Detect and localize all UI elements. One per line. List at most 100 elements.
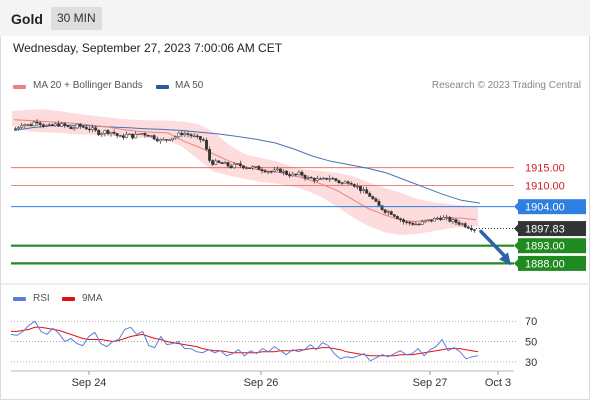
rsi-ma-legend-label: 9MA — [82, 293, 103, 304]
candle-body — [414, 223, 418, 226]
candle-body — [362, 189, 366, 192]
candle-body — [399, 218, 402, 220]
ma50-line — [13, 124, 481, 204]
candle-body — [152, 135, 156, 140]
timeframe-badge[interactable]: 30 MIN — [51, 7, 102, 30]
candle-body — [365, 189, 369, 194]
candle-body — [165, 139, 168, 141]
candle-body — [377, 201, 381, 206]
candle-body — [106, 130, 110, 134]
candle-body — [232, 163, 236, 168]
candle-body — [319, 178, 322, 180]
candle-body — [254, 166, 258, 168]
candle-body — [66, 125, 70, 127]
candle-body — [328, 178, 332, 180]
candle-body — [269, 171, 273, 173]
candle-body — [217, 160, 221, 163]
level-label-1893.00: 1893.00 — [525, 241, 565, 253]
candle-body — [60, 123, 64, 127]
candle-body — [473, 229, 476, 231]
rsi-line — [10, 320, 479, 362]
candle-body — [38, 122, 42, 125]
level-label-1915.00: 1915.00 — [525, 163, 565, 175]
candle-body — [109, 131, 113, 134]
candle-body — [238, 163, 242, 167]
candle-body — [352, 184, 356, 187]
level-badge-pointer — [514, 258, 519, 269]
candle-body — [54, 123, 57, 127]
bb-legend-swatch — [13, 85, 26, 89]
candle-body — [451, 219, 455, 222]
candle-body — [229, 165, 233, 168]
candle-body — [161, 139, 165, 141]
candle-body — [202, 139, 205, 141]
ma20-line — [13, 119, 477, 223]
ma50-legend-swatch — [156, 85, 169, 89]
candle-body — [325, 177, 329, 180]
candle-body — [260, 169, 264, 171]
level-label-1904.00: 1904.00 — [525, 202, 565, 214]
projection-arrow-shaft — [479, 229, 509, 261]
rsi-tick-30: 30 — [525, 357, 537, 369]
candle-body — [331, 178, 335, 180]
candle-body — [257, 166, 261, 170]
candle-body — [306, 177, 310, 179]
candle-body — [155, 138, 159, 142]
candle-body — [380, 205, 384, 211]
level-label-1888.00: 1888.00 — [525, 258, 565, 270]
candle-body — [32, 121, 36, 127]
candle-body — [214, 160, 218, 165]
level-badge-1888.00 — [518, 255, 586, 271]
candle-body — [279, 168, 282, 173]
rsi-tick-70: 70 — [525, 316, 537, 328]
candle-body — [343, 181, 347, 184]
level-badge-pointer — [514, 240, 519, 251]
candle-body — [48, 124, 51, 126]
candle-body — [174, 136, 178, 139]
candle-body — [300, 171, 304, 176]
chart-header-bar: Gold 30 MIN — [0, 0, 590, 36]
candle-body — [402, 219, 406, 223]
candle-body — [288, 174, 292, 177]
projection-arrow-head — [499, 252, 511, 266]
candle-body — [448, 216, 452, 222]
candle-body — [312, 177, 316, 181]
bollinger-band-fill — [12, 109, 478, 235]
candle-body — [315, 178, 319, 181]
time-label-oct-3: Oct 3 — [485, 377, 511, 389]
candle-body — [208, 149, 212, 161]
candle-body — [454, 219, 458, 223]
candle-body — [220, 162, 224, 164]
candle-body — [192, 135, 196, 137]
candle-body — [420, 221, 424, 225]
candle-body — [356, 186, 359, 188]
candle-body — [263, 170, 267, 173]
candle-body — [223, 162, 227, 164]
candle-body — [140, 133, 144, 135]
candle-body — [20, 125, 24, 128]
candle-body — [57, 123, 61, 127]
time-label-sep-24: Sep 24 — [72, 377, 107, 389]
candle-body — [29, 124, 33, 127]
rsi-legend-swatch — [13, 297, 26, 301]
candle-body — [426, 219, 430, 222]
candle-body — [282, 170, 285, 173]
candle-body — [436, 217, 439, 220]
candle-body — [186, 133, 190, 135]
candle-body — [429, 219, 433, 222]
candle-body — [146, 134, 150, 137]
candle-body — [275, 168, 279, 171]
level-badge-1893.00 — [518, 238, 586, 254]
candle-body — [392, 214, 396, 217]
candle-body — [226, 162, 230, 167]
candle-body — [439, 217, 443, 220]
candle-body — [297, 171, 301, 175]
source-credit: Research © 2023 Trading Central — [431, 80, 581, 91]
ma50-legend-label: MA 50 — [175, 80, 204, 91]
candle-body — [442, 217, 446, 220]
candle-body — [251, 166, 255, 169]
candle-body — [35, 121, 39, 124]
candle-body — [69, 126, 73, 130]
timestamp: Wednesday, September 27, 2023 7:00:06 AM… — [13, 41, 283, 55]
